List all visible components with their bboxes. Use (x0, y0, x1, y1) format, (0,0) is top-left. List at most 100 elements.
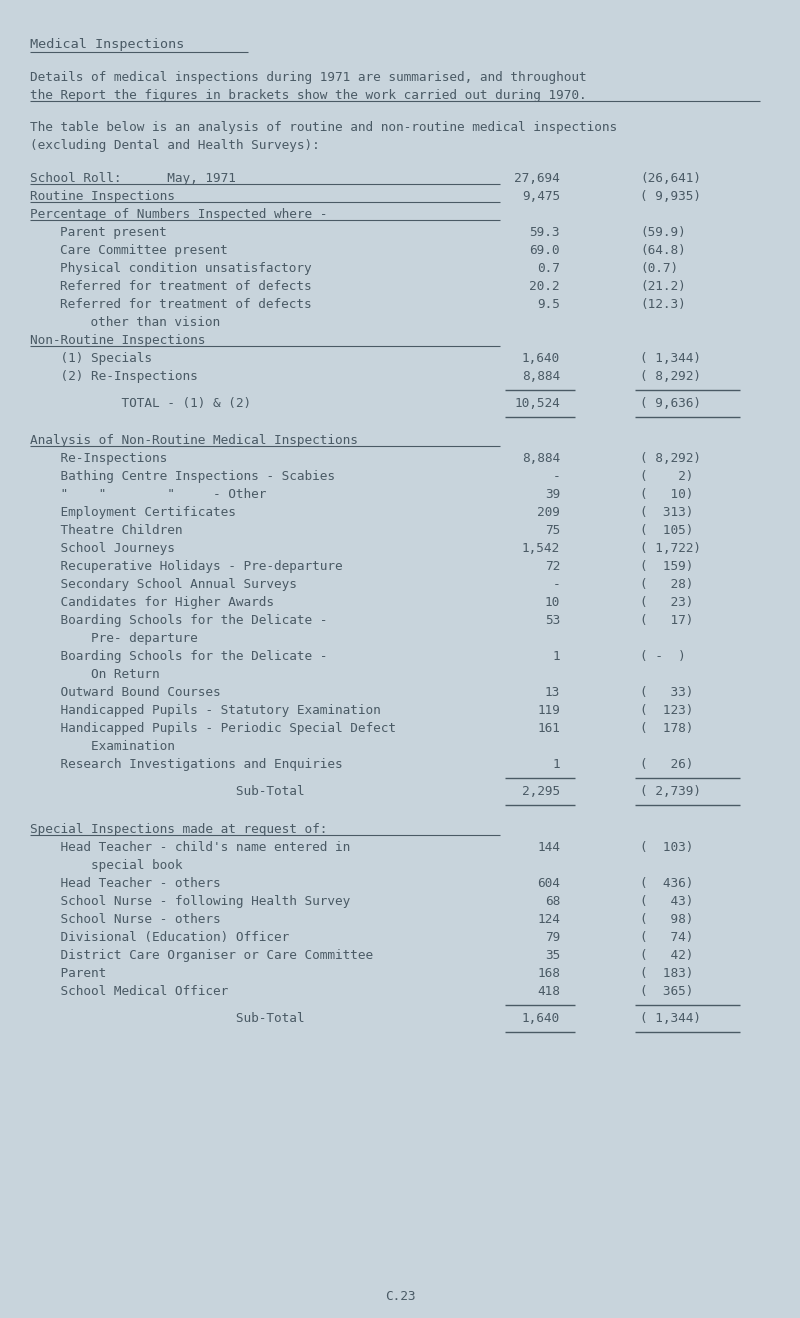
Text: Candidates for Higher Awards: Candidates for Higher Awards (30, 597, 274, 609)
Text: Percentage of Numbers Inspected where -: Percentage of Numbers Inspected where - (30, 208, 327, 220)
Text: Sub-Total: Sub-Total (30, 786, 305, 799)
Text: 27,694: 27,694 (514, 171, 560, 185)
Text: Secondary School Annual Surveys: Secondary School Annual Surveys (30, 579, 297, 592)
Text: (   23): ( 23) (640, 597, 694, 609)
Text: (   33): ( 33) (640, 687, 694, 700)
Text: Boarding Schools for the Delicate -: Boarding Schools for the Delicate - (30, 650, 327, 663)
Text: School Journeys: School Journeys (30, 543, 175, 555)
Text: (  183): ( 183) (640, 967, 694, 981)
Text: 1,640: 1,640 (522, 1012, 560, 1025)
Text: (   43): ( 43) (640, 895, 694, 908)
Text: 1,640: 1,640 (522, 352, 560, 365)
Text: Referred for treatment of defects: Referred for treatment of defects (60, 279, 312, 293)
Text: Outward Bound Courses: Outward Bound Courses (30, 687, 221, 700)
Text: (excluding Dental and Health Surveys):: (excluding Dental and Health Surveys): (30, 140, 320, 152)
Text: (26,641): (26,641) (640, 171, 701, 185)
Text: Recuperative Holidays - Pre-departure: Recuperative Holidays - Pre-departure (30, 560, 342, 573)
Text: (  159): ( 159) (640, 560, 694, 573)
Text: 69.0: 69.0 (530, 244, 560, 257)
Text: (  178): ( 178) (640, 722, 694, 735)
Text: ( 9,935): ( 9,935) (640, 190, 701, 203)
Text: 8,884: 8,884 (522, 369, 560, 382)
Text: 604: 604 (537, 878, 560, 890)
Text: ( 1,344): ( 1,344) (640, 352, 701, 365)
Text: Handicapped Pupils - Periodic Special Defect: Handicapped Pupils - Periodic Special De… (30, 722, 396, 735)
Text: (   17): ( 17) (640, 614, 694, 627)
Text: (  365): ( 365) (640, 985, 694, 998)
Text: Divisional (Education) Officer: Divisional (Education) Officer (30, 932, 290, 944)
Text: School Nurse - others: School Nurse - others (30, 913, 221, 927)
Text: 0.7: 0.7 (537, 261, 560, 274)
Text: 9.5: 9.5 (537, 298, 560, 311)
Text: (   98): ( 98) (640, 913, 694, 927)
Text: 168: 168 (537, 967, 560, 981)
Text: Boarding Schools for the Delicate -: Boarding Schools for the Delicate - (30, 614, 327, 627)
Text: Head Teacher - others: Head Teacher - others (30, 878, 221, 890)
Text: ( 8,292): ( 8,292) (640, 452, 701, 465)
Text: ( 9,636): ( 9,636) (640, 397, 701, 410)
Text: Examination: Examination (30, 741, 175, 754)
Text: (  103): ( 103) (640, 841, 694, 854)
Text: (  436): ( 436) (640, 878, 694, 890)
Text: (  105): ( 105) (640, 525, 694, 538)
Text: 1: 1 (552, 758, 560, 771)
Text: Handicapped Pupils - Statutory Examination: Handicapped Pupils - Statutory Examinati… (30, 704, 381, 717)
Text: (  123): ( 123) (640, 704, 694, 717)
Text: Research Investigations and Enquiries: Research Investigations and Enquiries (30, 758, 342, 771)
Text: other than vision: other than vision (60, 315, 220, 328)
Text: On Return: On Return (30, 668, 160, 681)
Text: 418: 418 (537, 985, 560, 998)
Text: 75: 75 (545, 525, 560, 538)
Text: (   10): ( 10) (640, 489, 694, 501)
Text: (   26): ( 26) (640, 758, 694, 771)
Text: (   74): ( 74) (640, 932, 694, 944)
Text: 2,295: 2,295 (522, 786, 560, 799)
Text: Analysis of Non-Routine Medical Inspections: Analysis of Non-Routine Medical Inspecti… (30, 435, 358, 447)
Text: Pre- departure: Pre- departure (30, 633, 198, 646)
Text: 9,475: 9,475 (522, 190, 560, 203)
Text: 59.3: 59.3 (530, 225, 560, 239)
Text: (  313): ( 313) (640, 506, 694, 519)
Text: (1) Specials: (1) Specials (30, 352, 152, 365)
Text: "    "        "     - Other: " " " - Other (30, 489, 266, 501)
Text: The table below is an analysis of routine and non-routine medical inspections: The table below is an analysis of routin… (30, 121, 617, 134)
Text: (64.8): (64.8) (640, 244, 686, 257)
Text: School Medical Officer: School Medical Officer (30, 985, 228, 998)
Text: 8,884: 8,884 (522, 452, 560, 465)
Text: Re-Inspections: Re-Inspections (30, 452, 167, 465)
Text: -: - (552, 471, 560, 484)
Text: Physical condition unsatisfactory: Physical condition unsatisfactory (60, 261, 312, 274)
Text: 13: 13 (545, 687, 560, 700)
Text: -: - (552, 579, 560, 592)
Text: Non-Routine Inspections: Non-Routine Inspections (30, 333, 206, 347)
Text: (0.7): (0.7) (640, 261, 678, 274)
Text: Theatre Children: Theatre Children (30, 525, 182, 538)
Text: 124: 124 (537, 913, 560, 927)
Text: 35: 35 (545, 949, 560, 962)
Text: School Roll:      May, 1971: School Roll: May, 1971 (30, 171, 236, 185)
Text: Parent present: Parent present (60, 225, 166, 239)
Text: 1,542: 1,542 (522, 543, 560, 555)
Text: special book: special book (30, 859, 182, 873)
Text: 1: 1 (552, 650, 560, 663)
Text: 20.2: 20.2 (530, 279, 560, 293)
Text: TOTAL - (1) & (2): TOTAL - (1) & (2) (30, 397, 251, 410)
Text: 53: 53 (545, 614, 560, 627)
Text: 79: 79 (545, 932, 560, 944)
Text: Employment Certificates: Employment Certificates (30, 506, 236, 519)
Text: School Nurse - following Health Survey: School Nurse - following Health Survey (30, 895, 350, 908)
Text: Special Inspections made at request of:: Special Inspections made at request of: (30, 824, 327, 836)
Text: ( 1,722): ( 1,722) (640, 543, 701, 555)
Text: Care Committee present: Care Committee present (60, 244, 228, 257)
Text: 68: 68 (545, 895, 560, 908)
Text: (12.3): (12.3) (640, 298, 686, 311)
Text: 39: 39 (545, 489, 560, 501)
Text: ( -  ): ( - ) (640, 650, 686, 663)
Text: Referred for treatment of defects: Referred for treatment of defects (60, 298, 312, 311)
Text: ( 1,344): ( 1,344) (640, 1012, 701, 1025)
Text: Head Teacher - child's name entered in: Head Teacher - child's name entered in (30, 841, 350, 854)
Text: Parent: Parent (30, 967, 106, 981)
Text: District Care Organiser or Care Committee: District Care Organiser or Care Committe… (30, 949, 373, 962)
Text: Sub-Total: Sub-Total (30, 1012, 305, 1025)
Text: 209: 209 (537, 506, 560, 519)
